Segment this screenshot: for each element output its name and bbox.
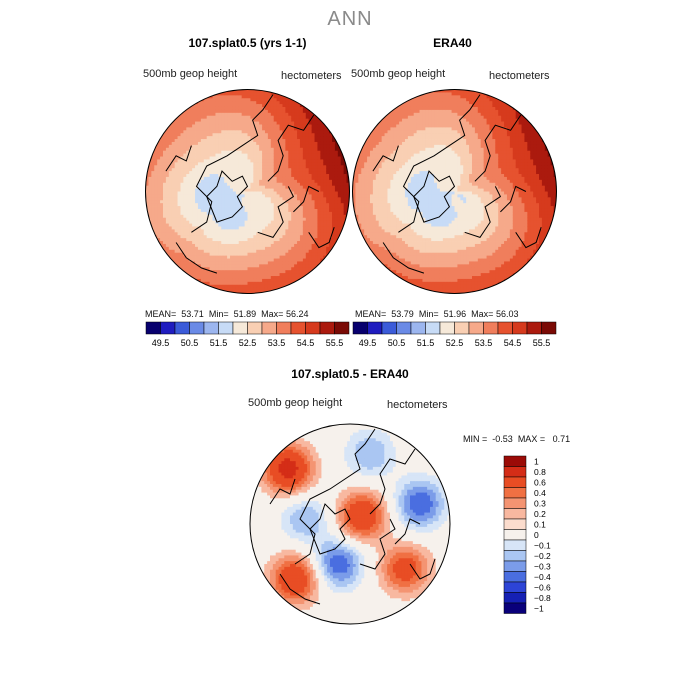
colorbar-swatch — [483, 321, 499, 335]
panel-title-model: 107.splat0.5 (yrs 1-1) — [188, 36, 307, 50]
colorbar-tick-label: 50.5 — [181, 338, 199, 348]
colorbar-swatch — [247, 321, 263, 335]
colorbar-swatch — [541, 321, 557, 335]
colorbar-swatch — [503, 571, 527, 583]
stats-obs: MEAN= 53.79 Min= 51.96 Max= 56.03 — [355, 309, 519, 319]
colorbar-model: 49.550.551.552.553.554.555.556.5 — [145, 321, 355, 348]
colorbar-swatch — [232, 321, 248, 335]
colorbar-swatch — [334, 321, 350, 335]
colorbar-swatch — [503, 550, 527, 562]
colorbar-swatch — [189, 321, 205, 335]
colorbar-tick-label: 52.5 — [446, 338, 464, 348]
colorbar-swatch — [503, 466, 527, 478]
colorbar-swatch — [503, 487, 527, 499]
colorbar-swatch — [503, 592, 527, 604]
colorbar-tick-label: −0.1 — [534, 540, 551, 550]
colorbar-swatch — [381, 321, 397, 335]
colorbar-tick-label: 1 — [534, 456, 539, 466]
colorbar-tick-label: 50.5 — [388, 338, 406, 348]
colorbar-swatch — [503, 560, 527, 572]
colorbar-tick-label: 51.5 — [210, 338, 228, 348]
units-label-model: hectometers — [281, 70, 342, 82]
colorbar-obs: 49.550.551.552.553.554.555.556.5 — [352, 321, 562, 348]
colorbar-tick-label: 0.1 — [534, 519, 546, 529]
colorbar-tick-label: 0.6 — [534, 477, 546, 487]
colorbar-swatch — [503, 476, 527, 488]
colorbar-tick-label: 55.5 — [326, 338, 344, 348]
colorbar-tick-label: 54.5 — [297, 338, 315, 348]
colorbar-tick-label: 0.8 — [534, 467, 546, 477]
colorbar-swatch — [145, 321, 161, 335]
colorbar-swatch — [497, 321, 513, 335]
stats-model: MEAN= 53.71 Min= 51.89 Max= 56.24 — [145, 309, 309, 319]
colorbar-swatch — [503, 539, 527, 551]
colorbar-tick-label: 55.5 — [533, 338, 551, 348]
polar-map-obs — [352, 89, 557, 294]
colorbar-swatch — [503, 497, 527, 509]
colorbar-tick-label: 0 — [534, 530, 539, 540]
colorbar-tick-label: 49.5 — [359, 338, 377, 348]
page-title: ANN — [327, 8, 373, 30]
colorbar-swatch — [439, 321, 455, 335]
colorbar-tick-label: 0.2 — [534, 509, 546, 519]
colorbar-swatch — [203, 321, 219, 335]
colorbar-swatch — [261, 321, 277, 335]
colorbar-swatch — [290, 321, 306, 335]
colorbar-swatch — [526, 321, 542, 335]
variable-label-diff: 500mb geop height — [248, 397, 343, 409]
colorbar-tick-label: 53.5 — [475, 338, 493, 348]
colorbar-swatch — [512, 321, 528, 335]
colorbar-tick-label: 52.5 — [239, 338, 257, 348]
colorbar-tick-label: 51.5 — [417, 338, 435, 348]
colorbar-tick-label: −0.6 — [534, 582, 551, 592]
colorbar-tick-label: 54.5 — [504, 338, 522, 348]
colorbar-swatch — [503, 529, 527, 541]
colorbar-diff: 10.80.60.40.30.20.10−0.1−0.2−0.3−0.4−0.6… — [503, 455, 551, 614]
colorbar-swatch — [410, 321, 426, 335]
colorbar-swatch — [503, 581, 527, 593]
colorbar-swatch — [396, 321, 412, 335]
colorbar-tick-label: 0.3 — [534, 498, 546, 508]
colorbar-swatch — [425, 321, 441, 335]
colorbar-tick-label: 49.5 — [152, 338, 170, 348]
colorbar-swatch — [305, 321, 321, 335]
panel-title-diff: 107.splat0.5 - ERA40 — [291, 367, 409, 381]
polar-map-model — [145, 89, 350, 294]
colorbar-swatch — [218, 321, 234, 335]
units-label-obs: hectometers — [489, 70, 550, 82]
variable-label-obs: 500mb geop height — [351, 68, 446, 80]
units-label-diff: hectometers — [387, 399, 448, 411]
colorbar-tick-label: −0.3 — [534, 561, 551, 571]
stats-diff: MIN = -0.53 MAX = 0.71 — [463, 434, 571, 444]
colorbar-tick-label: −0.4 — [534, 572, 551, 582]
variable-label-model: 500mb geop height — [143, 68, 238, 80]
colorbar-swatch — [319, 321, 335, 335]
colorbar-swatch — [468, 321, 484, 335]
colorbar-swatch — [503, 602, 527, 614]
colorbar-tick-label: −0.8 — [534, 593, 551, 603]
colorbar-swatch — [174, 321, 190, 335]
colorbar-tick-label: 0.4 — [534, 488, 546, 498]
colorbar-tick-label: −0.2 — [534, 551, 551, 561]
colorbar-swatch — [503, 455, 527, 467]
colorbar-swatch — [503, 518, 527, 530]
colorbar-swatch — [276, 321, 292, 335]
colorbar-swatch — [352, 321, 368, 335]
panel-title-obs: ERA40 — [433, 36, 472, 50]
colorbar-swatch — [367, 321, 383, 335]
colorbar-swatch — [160, 321, 176, 335]
colorbar-tick-label: −1 — [534, 603, 544, 613]
colorbar-swatch — [454, 321, 470, 335]
colorbar-tick-label: 53.5 — [268, 338, 286, 348]
colorbar-swatch — [503, 508, 527, 520]
polar-map-diff — [249, 423, 451, 625]
